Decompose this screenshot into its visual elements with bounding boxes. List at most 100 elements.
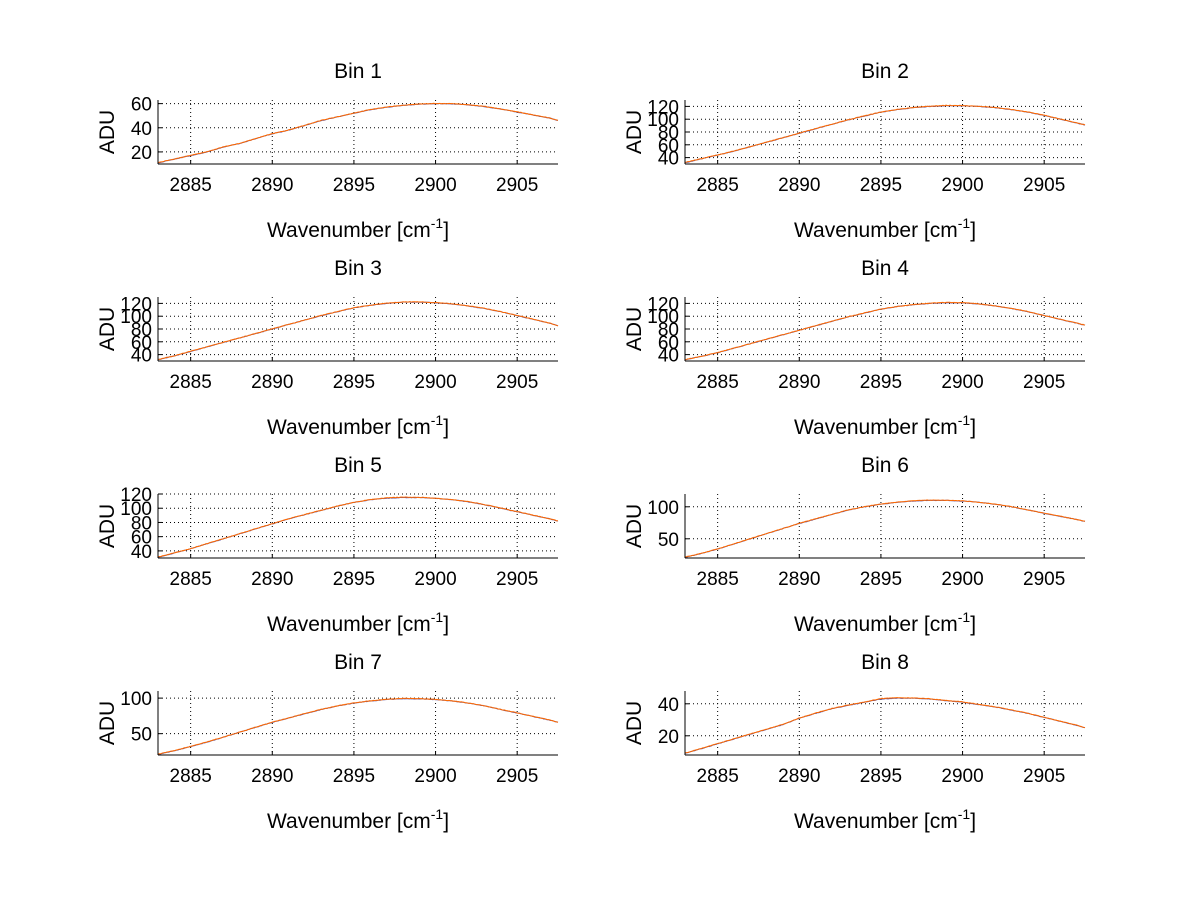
- subplot-7: 2885 2890 2895 2900 2905 50 100 Bin 7 ADU Wavenum…: [96, 651, 559, 833]
- subplot-title: Bin 3: [334, 257, 382, 280]
- x-tick-label: 2900: [941, 372, 983, 393]
- series-line-b: [157, 697, 558, 755]
- subplot-title: Bin 2: [861, 60, 909, 83]
- x-axis-label-superscript: -1: [958, 806, 971, 822]
- subplot-title: Bin 4: [861, 257, 909, 280]
- x-tick-label: 2895: [860, 372, 902, 393]
- x-axis-label-main: Wavenumber [cm: [794, 613, 958, 636]
- y-tick-label: 40: [658, 149, 679, 170]
- y-tick-label: 100: [647, 498, 679, 519]
- y-axis-label: ADU: [96, 504, 119, 548]
- y-tick-label: 100: [647, 307, 679, 328]
- x-axis-label: Wavenumber [cm-1]: [794, 806, 976, 833]
- series-line-a: [157, 496, 559, 558]
- x-axis-label-main: Wavenumber [cm: [267, 416, 431, 439]
- x-axis-label-end: ]: [443, 219, 449, 242]
- x-axis-label-superscript: -1: [431, 806, 444, 822]
- x-axis-label-main: Wavenumber [cm: [794, 416, 958, 439]
- y-tick-label: 120: [120, 485, 152, 506]
- y-tick-label: 40: [131, 346, 152, 367]
- series-line-a: [684, 104, 1086, 164]
- x-axis-label-end: ]: [970, 219, 976, 242]
- x-tick-label: 2885: [697, 372, 739, 393]
- y-tick-label: 20: [131, 143, 152, 164]
- series-line-b: [684, 104, 1086, 163]
- y-tick-label: 80: [131, 513, 152, 534]
- x-tick-label: 2895: [860, 569, 902, 590]
- x-axis-label-main: Wavenumber [cm: [794, 219, 958, 242]
- y-tick-label: 80: [131, 320, 152, 341]
- subplot-title: Bin 7: [334, 651, 382, 674]
- x-tick-label: 2900: [941, 175, 983, 196]
- y-tick-label: 60: [131, 528, 152, 549]
- series-line-a: [157, 698, 559, 755]
- y-tick-label: 60: [131, 333, 152, 354]
- x-tick-label: 2890: [251, 766, 293, 787]
- subplot-title: Bin 6: [861, 454, 909, 477]
- subplot-1: 2885 2890 2895 2900 2905 20 40 60 Bin 1 ADU Wavenu…: [96, 60, 559, 242]
- x-tick-label: 2900: [414, 175, 456, 196]
- x-axis-label: Wavenumber [cm-1]: [267, 412, 449, 439]
- x-axis-label-main: Wavenumber [cm: [267, 613, 431, 636]
- x-tick-label: 2900: [414, 766, 456, 787]
- x-tick-label: 2890: [778, 766, 820, 787]
- x-axis-label-main: Wavenumber [cm: [794, 810, 958, 833]
- x-axis-label-end: ]: [970, 416, 976, 439]
- x-axis-label: Wavenumber [cm-1]: [794, 412, 976, 439]
- x-tick-label: 2905: [1023, 175, 1065, 196]
- x-tick-label: 2895: [860, 175, 902, 196]
- y-tick-label: 60: [658, 333, 679, 354]
- x-tick-label: 2905: [496, 372, 538, 393]
- subplot-8: 2885 2890 2895 2900 2905 20 40 Bin 8 ADU Wavenumb…: [623, 651, 1086, 833]
- y-axis-label: ADU: [96, 701, 119, 745]
- y-tick-label: 120: [647, 294, 679, 315]
- x-axis-label-superscript: -1: [431, 609, 444, 625]
- x-axis-label-superscript: -1: [431, 215, 444, 231]
- x-tick-label: 2890: [251, 569, 293, 590]
- x-tick-label: 2890: [251, 175, 293, 196]
- x-tick-label: 2895: [860, 766, 902, 787]
- x-tick-label: 2885: [697, 766, 739, 787]
- x-axis-label-end: ]: [443, 810, 449, 833]
- y-tick-label: 60: [131, 95, 152, 116]
- y-tick-label: 60: [658, 136, 679, 157]
- x-tick-label: 2900: [941, 569, 983, 590]
- y-axis-label: ADU: [623, 110, 646, 154]
- y-tick-label: 20: [658, 727, 679, 748]
- series-line-b: [684, 301, 1085, 361]
- x-axis-label-end: ]: [970, 810, 976, 833]
- x-axis-label-main: Wavenumber [cm: [267, 219, 431, 242]
- x-tick-label: 2905: [496, 175, 538, 196]
- x-axis-label-superscript: -1: [431, 412, 444, 428]
- subplot-title: Bin 8: [861, 651, 909, 674]
- y-tick-label: 50: [658, 530, 679, 551]
- series-line-a: [157, 301, 559, 361]
- y-tick-label: 50: [131, 725, 152, 746]
- subplot-title: Bin 5: [334, 454, 382, 477]
- y-axis-label: ADU: [623, 307, 646, 351]
- x-tick-label: 2895: [333, 372, 375, 393]
- x-axis-label-superscript: -1: [958, 215, 971, 231]
- x-axis-label: Wavenumber [cm-1]: [794, 609, 976, 636]
- y-tick-label: 40: [658, 695, 679, 716]
- x-tick-label: 2905: [496, 569, 538, 590]
- y-tick-label: 100: [120, 689, 152, 710]
- y-axis-label: ADU: [623, 701, 646, 745]
- x-tick-label: 2895: [333, 569, 375, 590]
- y-tick-label: 40: [658, 346, 679, 367]
- x-tick-label: 2885: [170, 175, 212, 196]
- series-line-b: [685, 499, 1086, 558]
- y-tick-label: 100: [120, 499, 152, 520]
- y-axis-label: ADU: [96, 110, 119, 154]
- x-axis-label-end: ]: [970, 613, 976, 636]
- x-axis-label: Wavenumber [cm-1]: [267, 609, 449, 636]
- x-axis-label: Wavenumber [cm-1]: [267, 806, 449, 833]
- x-axis-label-main: Wavenumber [cm: [267, 810, 431, 833]
- y-tick-label: 120: [120, 294, 152, 315]
- subplot-6: 2885 2890 2895 2900 2905 50 100 Bin 6 ADU Wavenum…: [623, 454, 1086, 636]
- subplot-title: Bin 1: [334, 60, 382, 83]
- x-axis-label: Wavenumber [cm-1]: [794, 215, 976, 242]
- series-line-b: [684, 696, 1086, 754]
